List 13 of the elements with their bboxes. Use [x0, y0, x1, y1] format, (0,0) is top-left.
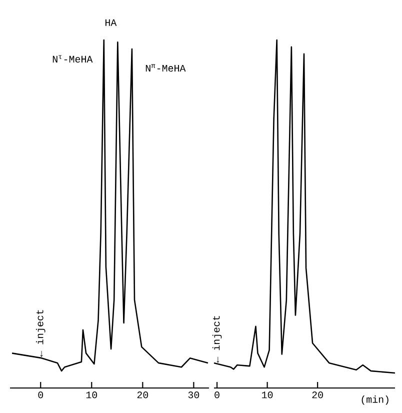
x-axis-title: (min)	[362, 396, 388, 405]
annotation: ← inject	[36, 310, 46, 357]
annotation: ← inject	[212, 316, 222, 363]
annotation: HA	[105, 19, 117, 26]
x-tick-label: 30	[188, 392, 200, 398]
x-tick-label: 20	[312, 392, 323, 398]
x-tick-label: 0	[214, 392, 220, 398]
annotation: N$^{τ}$-MeHA	[52, 55, 93, 63]
x-tick-label: 10	[262, 392, 273, 398]
x-tick-label: 0	[38, 392, 43, 398]
x-tick-label: 10	[86, 392, 98, 398]
x-tick-label: 20	[137, 392, 148, 398]
annotation: N$^{π}$-MeHA	[146, 64, 186, 72]
